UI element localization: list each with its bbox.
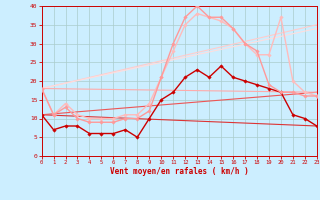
X-axis label: Vent moyen/en rafales ( km/h ): Vent moyen/en rafales ( km/h )	[110, 167, 249, 176]
